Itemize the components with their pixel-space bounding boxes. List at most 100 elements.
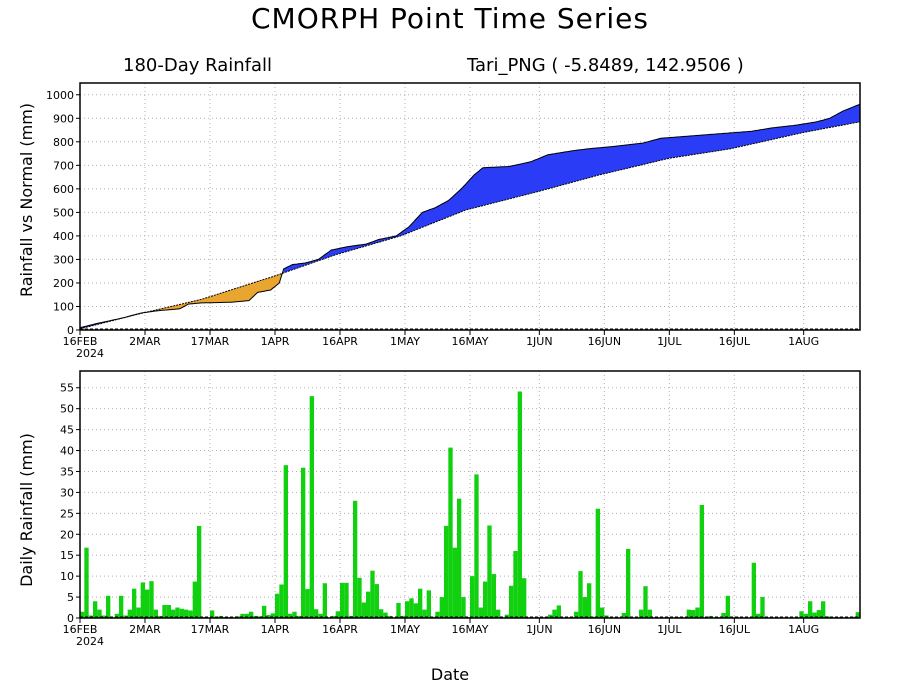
daily-rainfall-bar [812, 612, 817, 618]
daily-rainfall-bar [821, 601, 826, 618]
y-tick-label: 25 [60, 507, 74, 520]
y-tick-label: 10 [60, 570, 74, 583]
daily-rainfall-bar [439, 597, 444, 618]
y-tick-label: 30 [60, 486, 74, 499]
daily-rainfall-bar [396, 602, 401, 618]
above-normal-area [80, 312, 148, 329]
daily-rainfall-bar [756, 613, 761, 618]
plot-frame [79, 82, 861, 331]
y-tick-label: 35 [60, 465, 74, 478]
daily-rainfall-bar [721, 612, 726, 618]
daily-rainfall-bar [574, 611, 579, 618]
daily-rainfall-bar [210, 610, 215, 618]
daily-rainfall-bar [197, 525, 202, 618]
x-tick-label: 1MAY [390, 335, 420, 348]
daily-rainfall-bar [686, 609, 691, 618]
y-axis-label: Daily Rainfall (mm) [17, 433, 36, 587]
daily-rainfall-bar [600, 607, 605, 618]
y-tick-label: 600 [53, 183, 74, 196]
daily-rainfall-bar [699, 504, 704, 618]
daily-rainfall-bar [136, 607, 141, 618]
daily-rainfall-bar [552, 609, 557, 618]
daily-rainfall-bar [405, 601, 410, 618]
daily-rainfall-bar [84, 547, 89, 618]
y-tick-label: 200 [53, 277, 74, 290]
daily-rainfall-bar [426, 590, 431, 618]
daily-rainfall-bar [366, 591, 371, 618]
y-tick-label: 100 [53, 300, 74, 313]
daily-rainfall-bar [474, 474, 479, 618]
daily-rainfall-bar [93, 601, 98, 618]
daily-rainfall-bar [357, 577, 362, 618]
daily-rainfall-bar [318, 613, 323, 618]
daily-rainfall-bar [80, 611, 85, 618]
daily-rainfall-bar [188, 610, 193, 618]
daily-rainfall-bar [153, 609, 158, 618]
daily-rainfall-bar [244, 613, 249, 618]
daily-rainfall-bar [621, 612, 626, 618]
daily-rainfall-bar [413, 603, 418, 618]
daily-rainfall-bar [249, 611, 254, 618]
normal-rainfall-line [79, 121, 861, 330]
daily-rainfall-bar [483, 581, 488, 618]
y-tick-label: 1000 [46, 89, 74, 102]
daily-rainfall-bar [435, 611, 440, 618]
daily-rainfall-bar [626, 548, 631, 618]
x-tick-label: 16JUL [719, 335, 751, 348]
daily-rainfall-bar [409, 598, 414, 618]
daily-rainfall-bar [504, 614, 509, 618]
y-tick-label: 800 [53, 136, 74, 149]
x-tick-label: 2MAR [129, 335, 161, 348]
daily-rainfall-bar [344, 582, 349, 618]
daily-rainfall-bar [270, 613, 275, 618]
x-tick-label: 16FEB [63, 623, 98, 636]
daily-rainfall-bar [175, 607, 180, 618]
daily-rainfall-bar [470, 576, 475, 618]
x-tick-label: 16FEB [63, 335, 98, 348]
x-tick-label: 16APR [322, 335, 358, 348]
daily-rainfall-bar [418, 588, 423, 618]
x-tick-label: 2MAR [129, 623, 161, 636]
y-tick-label: 20 [60, 528, 74, 541]
daily-rainfall-bar [236, 616, 241, 618]
daily-rainfall-bar [305, 589, 310, 618]
daily-rainfall-bar [149, 581, 154, 618]
daily-rainfall-bar [695, 607, 700, 618]
daily-rainfall-bar [725, 595, 730, 618]
x-tick-label: 16MAY [452, 623, 489, 636]
daily-rainfall-bar [162, 605, 167, 618]
daily-rainfall-bar [240, 613, 245, 618]
y-tick-label: 5 [67, 591, 74, 604]
daily-rainfall-bar [266, 615, 271, 618]
daily-rainfall-bar [309, 396, 314, 618]
x-tick-label: 1AUG [788, 623, 819, 636]
daily-rainfall-bar [322, 583, 327, 618]
daily-rainfall-bar [522, 578, 527, 618]
daily-rainfall-bar [184, 609, 189, 618]
daily-rainfall-bar [448, 447, 453, 618]
y-tick-label: 900 [53, 112, 74, 125]
daily-rainfall-bar [140, 582, 145, 618]
daily-rainfall-bar [556, 605, 561, 618]
daily-rainfall-bar [643, 586, 648, 618]
chart-title: CMORPH Point Time Series [251, 2, 649, 35]
x-tick-label: 1JUN [526, 335, 553, 348]
daily-rainfall-bar [799, 611, 804, 618]
daily-rainfall-bar [192, 581, 197, 618]
daily-rainfall-bar [578, 571, 583, 618]
daily-rainfall-bar [97, 609, 102, 618]
daily-rainfall-bar [816, 610, 821, 618]
x-tick-sublabel: 2024 [76, 635, 104, 648]
daily-rainfall-bar [760, 597, 765, 618]
x-tick-label: 1AUG [788, 335, 819, 348]
daily-rainfall-bar [101, 615, 106, 618]
x-tick-label: 1JUL [657, 335, 682, 348]
daily-rainfall-bar [353, 500, 358, 618]
daily-rainfall-bar [340, 582, 345, 618]
daily-rainfall-bar [517, 391, 522, 618]
daily-rainfall-bar [314, 609, 319, 618]
daily-rainfall-bar [262, 605, 267, 618]
daily-rainfall-bar [808, 601, 813, 618]
y-tick-label: 700 [53, 159, 74, 172]
